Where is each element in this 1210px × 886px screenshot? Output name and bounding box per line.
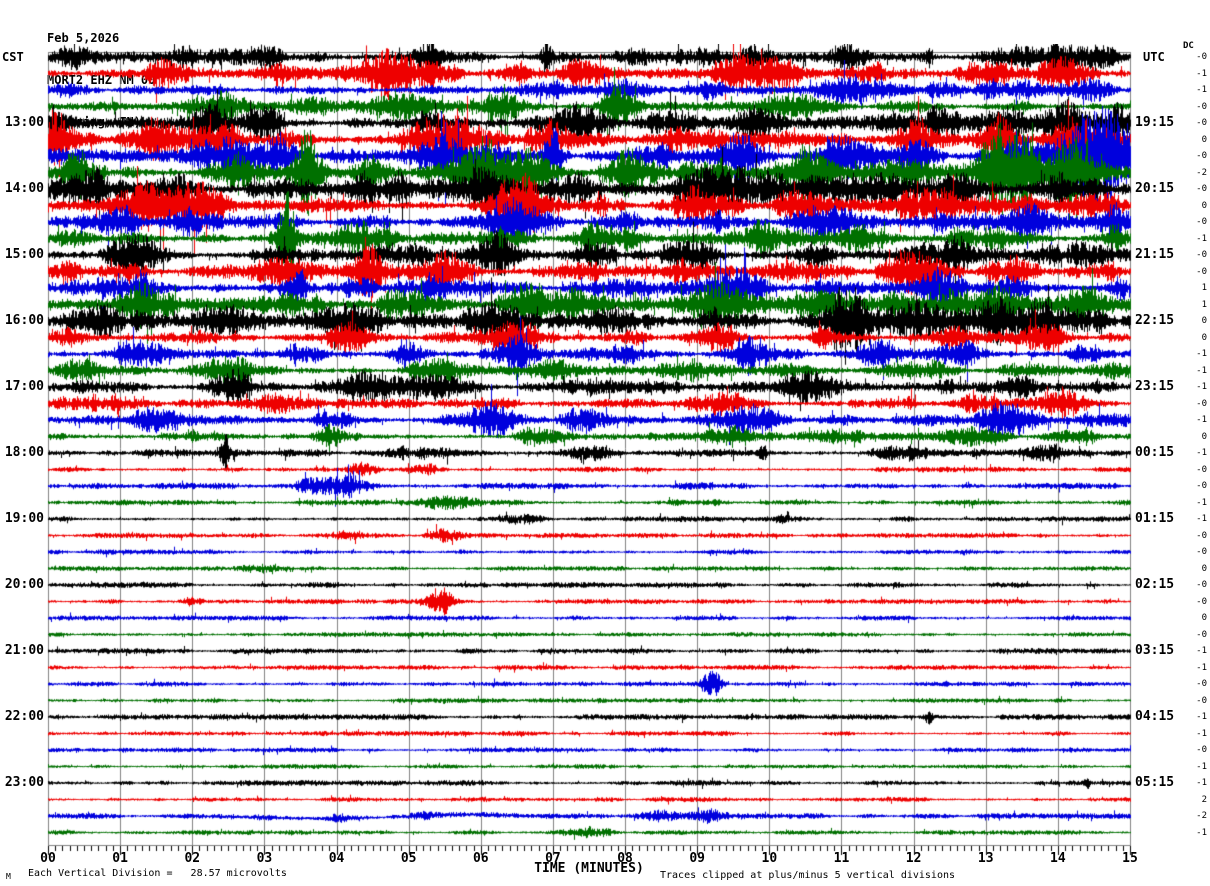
utc-hour-label: 23:15 (1135, 379, 1175, 394)
dc-offset-value: -1 (1196, 827, 1207, 838)
x-tick-label: 10 (761, 851, 778, 866)
dc-offset-value: -0 (1196, 184, 1207, 194)
dc-offset-value: 0 (1201, 200, 1207, 211)
dc-offset-value: 2 (1201, 794, 1207, 805)
dc-offset-value: -1 (1196, 448, 1207, 458)
dc-offset-value: 1 (1201, 299, 1207, 310)
dc-offset-value: -0 (1196, 547, 1207, 557)
dc-offset-value: -0 (1196, 151, 1207, 161)
dc-offset-value: -0 (1196, 745, 1207, 755)
utc-hour-label: 00:15 (1135, 445, 1175, 460)
dc-column-header: DC (1183, 41, 1194, 51)
dc-offset-value: -1 (1196, 85, 1207, 95)
dc-offset-value: -0 (1196, 679, 1207, 689)
x-tick-label: 02 (184, 851, 201, 866)
x-tick-label: 06 (472, 851, 489, 866)
dc-offset-value: -0 (1196, 266, 1207, 277)
x-tick-label: 12 (905, 851, 922, 866)
x-tick-label: 03 (256, 851, 273, 866)
utc-hour-label: 05:15 (1135, 775, 1175, 790)
dc-offset-value: -0 (1196, 217, 1207, 227)
x-axis-title: TIME (MINUTES) (534, 861, 644, 876)
dc-offset-value: 0 (1201, 316, 1207, 326)
utc-hour-label: 02:15 (1135, 577, 1175, 592)
dc-offset-value: -0 (1196, 118, 1207, 128)
x-tick-label: 08 (617, 851, 633, 866)
cst-hour-label: 14:00 (4, 181, 44, 196)
x-tick-label: 11 (833, 851, 850, 866)
dc-offset-value: -1 (1196, 382, 1207, 392)
cst-hour-label: 19:00 (4, 511, 44, 526)
cst-hour-label: 13:00 (4, 115, 44, 130)
dc-offset-value: -1 (1196, 349, 1207, 359)
clip-note: Traces clipped at plus/minus 5 vertical … (660, 870, 956, 881)
cst-hour-label: 16:00 (4, 313, 44, 328)
dc-offset-value: -0 (1196, 52, 1207, 62)
dc-offset-value: -0 (1196, 629, 1207, 640)
utc-hour-label: 01:15 (1135, 511, 1175, 526)
dc-offset-value: -1 (1196, 514, 1207, 524)
x-tick-label: 14 (1050, 851, 1066, 866)
dc-offset-value: 0 (1201, 563, 1207, 574)
dc-offset-value: -0 (1196, 530, 1207, 541)
dc-offset-value: -1 (1196, 728, 1207, 739)
cst-hour-label: 18:00 (4, 445, 44, 460)
dc-offset-value: 1 (1201, 283, 1207, 293)
dc-offset-value: 0 (1201, 431, 1207, 442)
title-date: Feb 5,2026 (47, 31, 120, 45)
dc-offset-value: 0 (1201, 613, 1207, 623)
dc-offset-value: -1 (1196, 761, 1207, 772)
utc-hour-label: 19:15 (1135, 115, 1175, 130)
utc-hour-label: 20:15 (1135, 181, 1175, 196)
dc-offset-value: -1 (1196, 712, 1207, 722)
x-tick-label: 09 (689, 851, 706, 866)
dc-offset-value: -0 (1196, 398, 1207, 409)
dc-offset-value: 0 (1201, 134, 1207, 145)
cst-hour-label: 22:00 (4, 709, 44, 724)
dc-offset-value: -0 (1196, 464, 1207, 475)
x-tick-label: 13 (977, 851, 994, 866)
x-tick-label: 15 (1122, 851, 1138, 866)
dc-offset-value: -1 (1196, 778, 1207, 788)
dc-offset-value: -1 (1196, 662, 1207, 673)
x-tick-label: 00 (40, 851, 56, 866)
utc-hour-label: 03:15 (1135, 643, 1175, 658)
dc-offset-value: -0 (1196, 481, 1207, 491)
cst-hour-label: 21:00 (4, 643, 44, 658)
dc-offset-value: -0 (1196, 101, 1207, 112)
cst-hour-label: 20:00 (4, 577, 44, 592)
corner-mark: M (6, 872, 11, 881)
dc-offset-value: -0 (1196, 580, 1207, 590)
dc-offset-value: -1 (1196, 646, 1207, 656)
x-tick-label: 07 (545, 851, 561, 866)
dc-offset-value: -0 (1196, 250, 1207, 260)
dc-offset-value: 0 (1201, 332, 1207, 343)
dc-offset-value: -1 (1196, 365, 1207, 376)
dc-offset-value: -2 (1196, 167, 1207, 178)
dc-offset-value: -1 (1196, 415, 1207, 425)
x-tick-label: 01 (112, 851, 128, 866)
dc-offset-value: -1 (1196, 497, 1207, 508)
cst-hour-label: 23:00 (4, 775, 44, 790)
utc-hour-label: 21:15 (1135, 247, 1175, 262)
seismogram-canvas (40, 44, 1140, 860)
dc-offset-value: -1 (1196, 68, 1207, 79)
right-timezone-label: UTC (1143, 50, 1165, 64)
dc-offset-value: -2 (1196, 811, 1207, 821)
x-tick-label: 05 (400, 851, 417, 866)
left-timezone-label: CST (2, 50, 24, 64)
dc-offset-value: -0 (1196, 596, 1207, 607)
utc-hour-label: 04:15 (1135, 709, 1175, 724)
cst-hour-label: 15:00 (4, 247, 44, 262)
utc-hour-label: 22:15 (1135, 313, 1175, 328)
x-tick-label: 04 (328, 851, 345, 866)
dc-offset-value: -0 (1196, 695, 1207, 706)
cst-hour-label: 17:00 (4, 379, 44, 394)
scale-note: Each Vertical Division = 28.57 microvolt… (28, 868, 287, 879)
dc-offset-value: -1 (1196, 233, 1207, 244)
